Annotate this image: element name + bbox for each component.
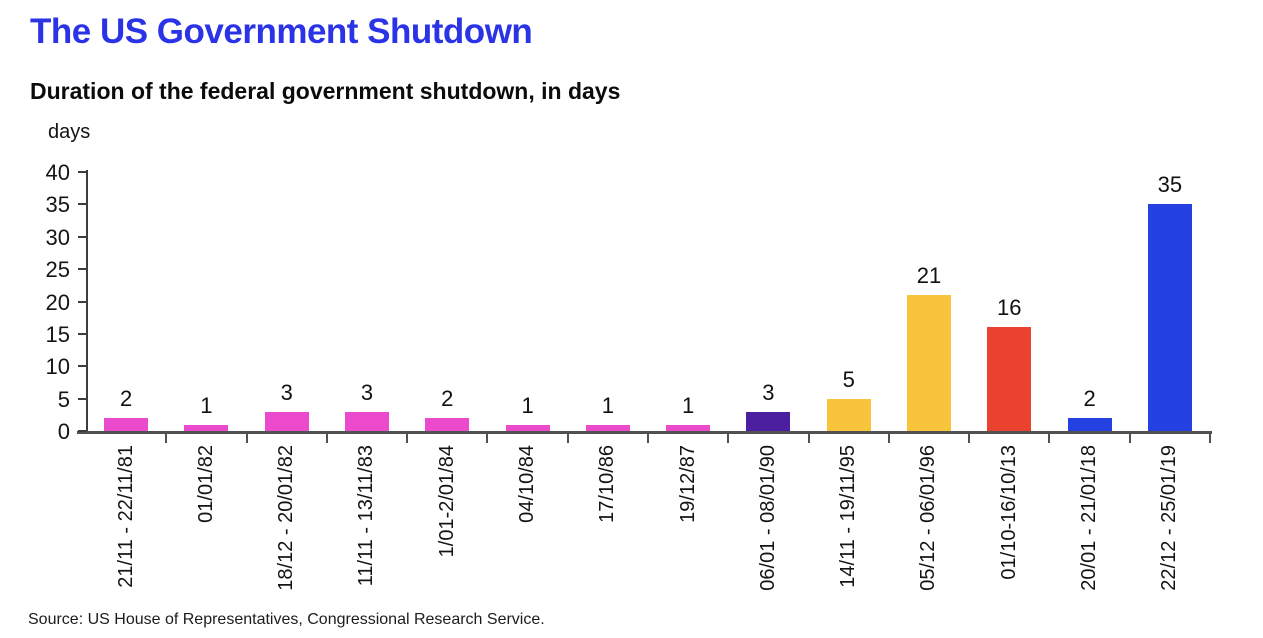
y-tick-label: 5 [57, 386, 70, 412]
bar [505, 424, 550, 431]
x-axis-category-label: 14/11 - 19/11/95 [809, 445, 889, 623]
x-axis-category-label: 17/10/86 [568, 445, 648, 623]
x-axis-category-label-text: 01/01/82 [194, 445, 217, 523]
x-axis-category-label: 20/01 - 21/01/18 [1049, 445, 1129, 623]
bar [585, 424, 630, 431]
x-axis-category-label-text: 22/12 - 25/01/19 [1158, 445, 1181, 591]
y-tick [78, 332, 86, 335]
bar [987, 327, 1032, 431]
source-note: Source: US House of Representatives, Con… [28, 611, 545, 628]
x-tick [1048, 434, 1051, 443]
x-axis-category-label-text: 20/01 - 21/01/18 [1078, 445, 1101, 591]
x-axis-category-label: 05/12 - 06/01/96 [889, 445, 969, 623]
bar-value-label: 2 [120, 386, 133, 412]
x-axis-category-label: 01/01/82 [166, 445, 246, 623]
y-tick-label: 40 [45, 160, 70, 185]
x-axis-category-label: 11/11 - 13/11/83 [327, 445, 407, 623]
x-axis-category-label: 04/10/84 [487, 445, 567, 623]
bar [907, 295, 951, 431]
bar-value-label: 21 [916, 263, 942, 289]
x-axis-category-label-text: 19/12/87 [676, 445, 699, 523]
x-tick [486, 434, 489, 443]
x-tick [807, 434, 810, 443]
y-tick-label: 0 [57, 419, 70, 444]
y-tick [78, 203, 86, 206]
bar-value-label: 1 [682, 392, 695, 418]
y-tick [78, 300, 86, 303]
x-axis-category-label: 1/01-2/01/84 [407, 445, 487, 623]
x-axis-category-label: 22/12 - 25/01/19 [1130, 445, 1210, 623]
y-tick [78, 235, 86, 238]
y-tick [78, 171, 86, 173]
x-tick [245, 434, 248, 443]
bar [826, 398, 871, 431]
bar-value-label: 5 [842, 366, 855, 392]
bar [104, 418, 149, 431]
y-tick [78, 430, 86, 432]
x-axis-category-label: 19/12/87 [648, 445, 728, 623]
bar [345, 411, 389, 431]
x-axis-category-label-text: 21/11 - 22/11/81 [114, 445, 137, 588]
x-axis-category-label-text: 04/10/84 [516, 445, 539, 523]
x-tick [887, 434, 890, 443]
x-axis-category-label-text: 18/12 - 20/01/82 [275, 445, 298, 591]
y-tick-label: 30 [45, 224, 70, 250]
x-axis-category-label: 01/10-16/10/13 [969, 445, 1049, 623]
x-tick [1209, 434, 1211, 443]
bar [666, 424, 711, 431]
bar [425, 418, 470, 431]
y-tick-label: 25 [45, 257, 70, 283]
y-tick [78, 397, 86, 400]
bar [264, 411, 309, 431]
x-tick [968, 434, 971, 443]
bar-value-label: 2 [441, 386, 454, 412]
bar-value-label: 35 [1157, 172, 1183, 198]
y-axis-unit-label: days [48, 121, 91, 143]
y-tick-label: 35 [45, 192, 70, 218]
x-tick [165, 434, 168, 443]
bar-value-label: 3 [280, 379, 293, 405]
x-tick [566, 434, 569, 443]
x-axis-category-label-text: 1/01-2/01/84 [435, 445, 458, 558]
chart-title: The US Government Shutdown [30, 12, 533, 51]
y-tick [78, 365, 86, 368]
y-tick-label: 15 [45, 321, 70, 347]
x-tick [647, 434, 649, 443]
y-tick-label: 10 [45, 354, 70, 380]
x-axis-category-label: 21/11 - 22/11/81 [86, 445, 166, 623]
y-tick-label: 20 [45, 289, 70, 315]
x-axis-category-label-text: 05/12 - 06/01/96 [917, 445, 940, 591]
x-axis-category-label: 18/12 - 20/01/82 [247, 445, 327, 623]
bar [1067, 418, 1112, 431]
x-tick [727, 434, 730, 443]
y-axis-line [86, 170, 88, 433]
bar [1147, 204, 1192, 431]
bar-value-label: 3 [762, 379, 775, 405]
bar [746, 411, 791, 431]
x-axis-category-label: 06/01 - 08/01/90 [728, 445, 808, 623]
x-tick [325, 434, 328, 443]
x-axis-category-label-text: 17/10/86 [596, 445, 619, 523]
bar-value-label: 1 [521, 392, 534, 418]
chart-subtitle: Duration of the federal government shutd… [30, 78, 621, 104]
y-tick [78, 268, 86, 271]
x-axis-category-label-text: 06/01 - 08/01/90 [756, 445, 779, 591]
bar [184, 424, 229, 431]
x-axis-category-label-text: 11/11 - 13/11/83 [355, 445, 378, 587]
x-axis-category-label-text: 14/11 - 19/11/95 [837, 445, 860, 588]
bar-value-label: 2 [1083, 386, 1096, 412]
bar-value-label: 1 [200, 392, 213, 418]
bar-value-label: 1 [601, 392, 614, 418]
x-axis-line [77, 431, 1212, 434]
bar-value-label: 16 [997, 295, 1022, 321]
x-tick [1128, 434, 1131, 443]
x-tick [406, 434, 409, 443]
bar-value-label: 3 [360, 379, 374, 405]
x-axis-category-label-text: 01/10-16/10/13 [997, 445, 1020, 580]
